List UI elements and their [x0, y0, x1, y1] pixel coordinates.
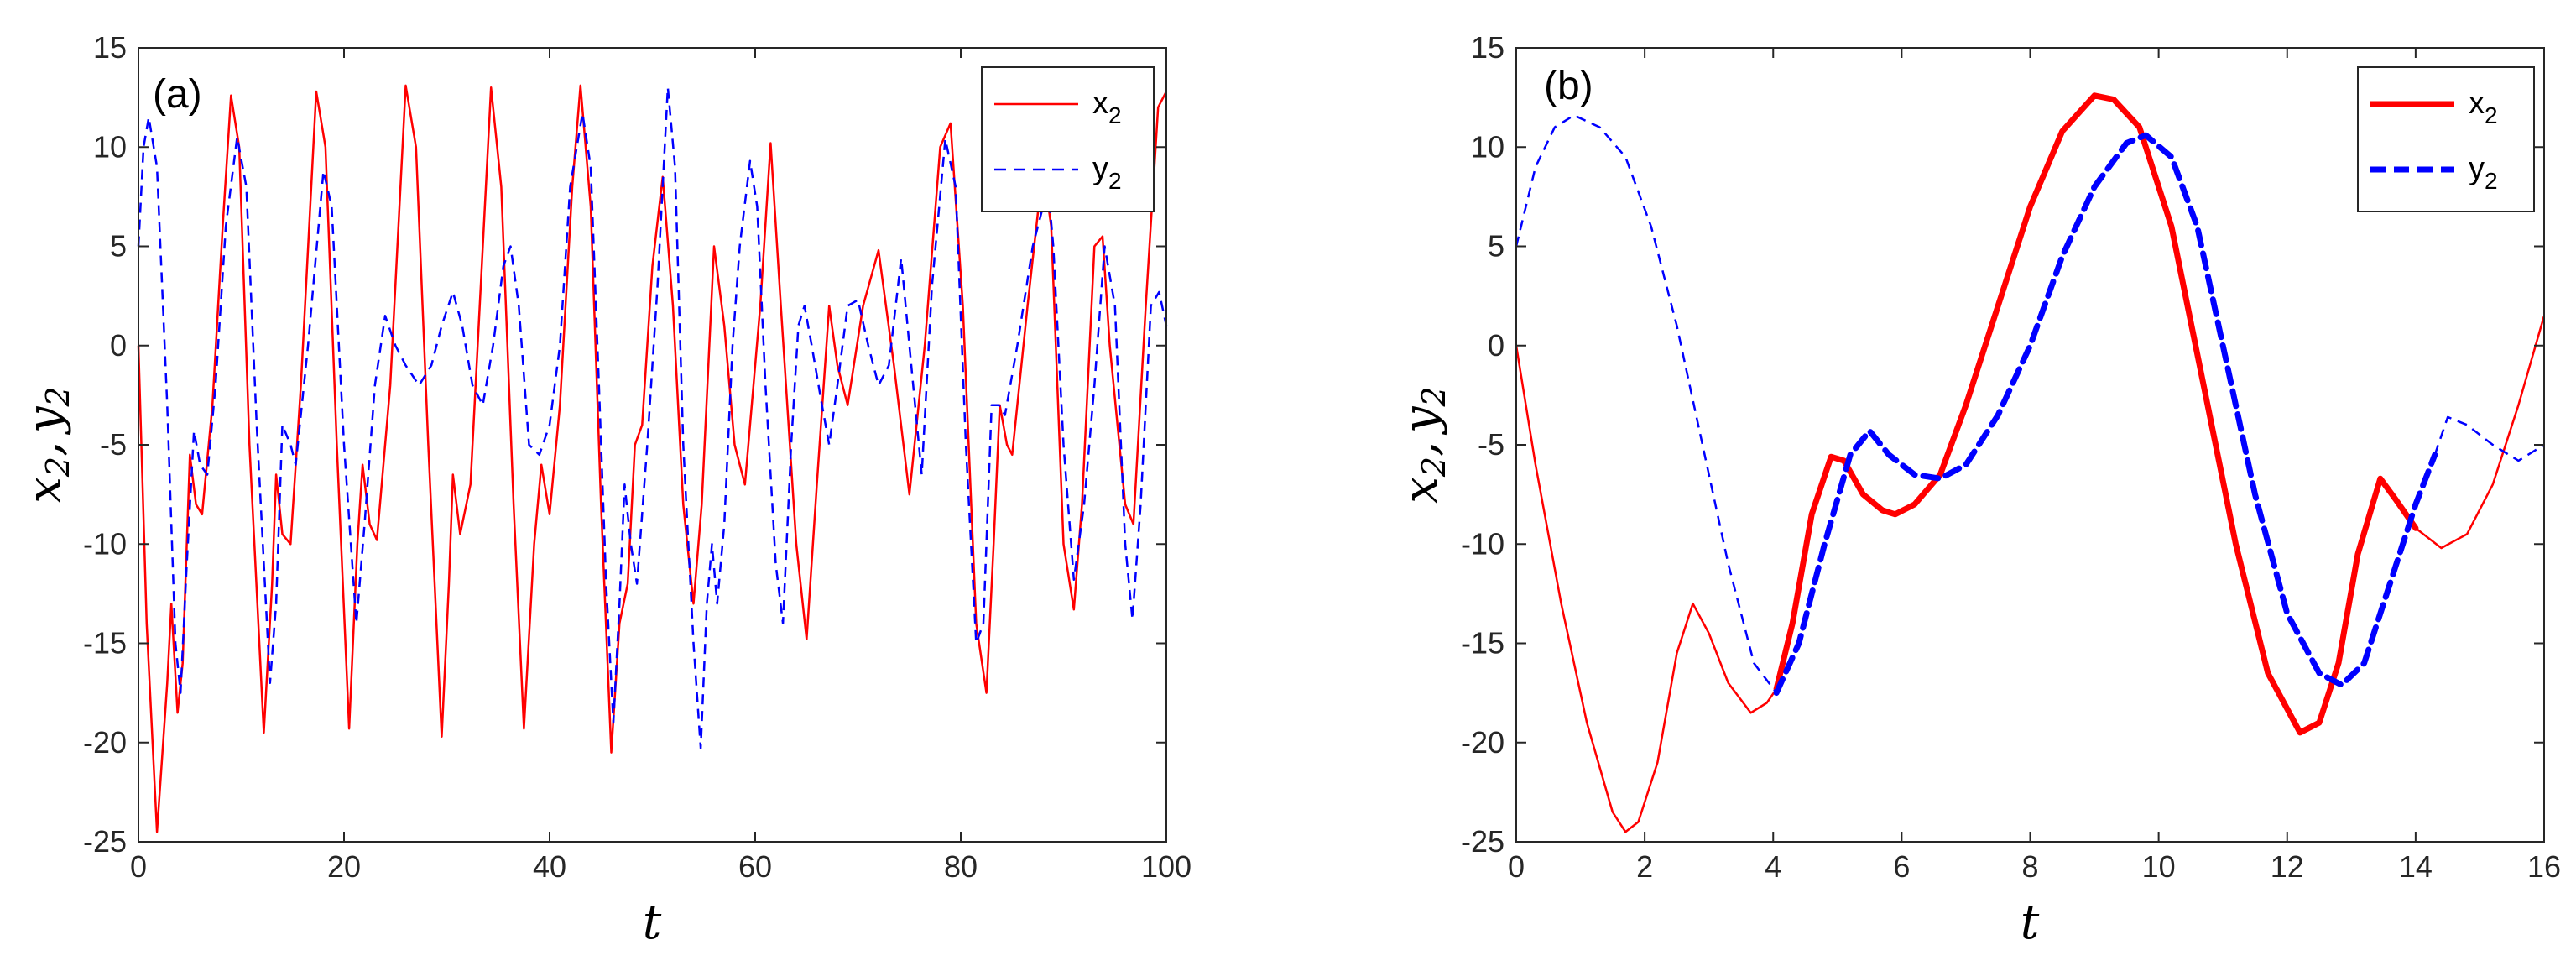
panel-b-ytick-label: -20 [1461, 725, 1504, 760]
chart-panel-b: 0 2 4 6 8 10 12 14 16 -25 -20 -15 -10 -5 0 5 10 15 (b) x2… [1394, 30, 2561, 950]
panel-a-xtick-label: 40 [533, 849, 566, 884]
panel-b-ytick-label: -5 [1478, 427, 1504, 462]
panel-a-xtick-label: 0 [130, 849, 147, 884]
panel-a-ytick-label: 10 [93, 129, 127, 164]
panel-b-ytick-label: 10 [1471, 129, 1504, 164]
panel-b-ytick-label: 0 [1488, 328, 1504, 363]
panel-a-ytick-label: 5 [110, 229, 127, 264]
panel-b-ticks: 0 2 4 6 8 10 12 14 16 -25 -20 -15 -10 -5 0 5 10 15 [1461, 30, 2561, 884]
panel-a-y-axis-label: x2,y2 [18, 386, 76, 503]
panel-a-label: (a) [153, 72, 202, 117]
panel-a-series-layer [137, 84, 1168, 833]
panel-a-xtick-label: 20 [327, 849, 361, 884]
panel-b-label: (b) [1544, 64, 1593, 108]
panel-b-xtick-label: 12 [2271, 849, 2304, 884]
panel-b-ytick-label: 5 [1488, 229, 1504, 264]
panel-a-ytick-label: 15 [93, 30, 127, 65]
panel-b-series-y2-line-thin-end [2433, 415, 2545, 462]
panel-a-series-x2-line [137, 84, 1168, 833]
panel-a-ytick-label: -25 [83, 824, 127, 859]
panel-a-legend-label-y2: y2 [1092, 151, 1122, 194]
panel-b-series-x2-line-thin-start [1515, 345, 1778, 833]
panel-a-xtick-label: 60 [738, 849, 772, 884]
panel-b-ytick-label: -15 [1461, 626, 1504, 661]
panel-b-series-y2-line-thin-start [1515, 114, 1778, 694]
panel-b-xtick-label: 14 [2399, 849, 2433, 884]
panel-a-xtick-label: 80 [944, 849, 978, 884]
panel-a-ytick-label: -10 [83, 526, 127, 561]
panel-b-legend: x2 y2 [2357, 66, 2535, 212]
panel-a-ytick-label: -5 [100, 427, 127, 462]
panel-a-series-y2-line [137, 86, 1168, 750]
panel-b-ytick-label: -10 [1461, 526, 1504, 561]
panel-a-x-axis-label: t [643, 896, 662, 950]
panel-b-xtick-label: 8 [2021, 849, 2038, 884]
panel-b-xtick-label: 2 [1636, 849, 1653, 884]
panel-a-xtick-label: 100 [1141, 849, 1192, 884]
panel-b-series-x2-line-thick [1773, 92, 2419, 736]
panel-b-series-layer [1515, 92, 2546, 833]
panel-b-series-x2-line-thin-end [2415, 315, 2546, 550]
panel-a-ticks: 0 20 40 60 80 100 -25 -20 -15 -10 -5 0 5 10 15 [83, 30, 1192, 884]
panel-b-x-axis-label: t [2021, 896, 2040, 950]
panel-a-ytick-label: -20 [83, 725, 127, 760]
panel-b-xtick-label: 6 [1893, 849, 1910, 884]
panel-a-ytick-label: -15 [83, 626, 127, 661]
panel-b-series-y2-line-thick [1773, 132, 2438, 697]
panel-b-xtick-label: 0 [1508, 849, 1525, 884]
panel-a-ytick-label: 0 [110, 328, 127, 363]
panel-a-legend-label-x2: x2 [1092, 86, 1122, 128]
panel-b-y-axis-label: x2,y2 [1394, 386, 1452, 503]
panel-b-xtick-label: 4 [1765, 849, 1781, 884]
panel-b-ytick-label: -25 [1461, 824, 1504, 859]
panel-a-legend-box [981, 66, 1155, 212]
chart-panel-a: 0 20 40 60 80 100 -25 -20 -15 -10 -5 0 5 10 15 (a) x2,… [18, 30, 1192, 950]
panel-b-legend-label-x2: x2 [2469, 86, 2498, 128]
panel-b-xtick-label: 10 [2142, 849, 2176, 884]
panel-b-xtick-label: 16 [2527, 849, 2561, 884]
panel-b-legend-label-y2: y2 [2469, 151, 2498, 194]
panel-b-legend-box [2357, 66, 2535, 212]
panel-b-ytick-label: 15 [1471, 30, 1504, 65]
panel-a-legend: x2 y2 [981, 66, 1155, 212]
